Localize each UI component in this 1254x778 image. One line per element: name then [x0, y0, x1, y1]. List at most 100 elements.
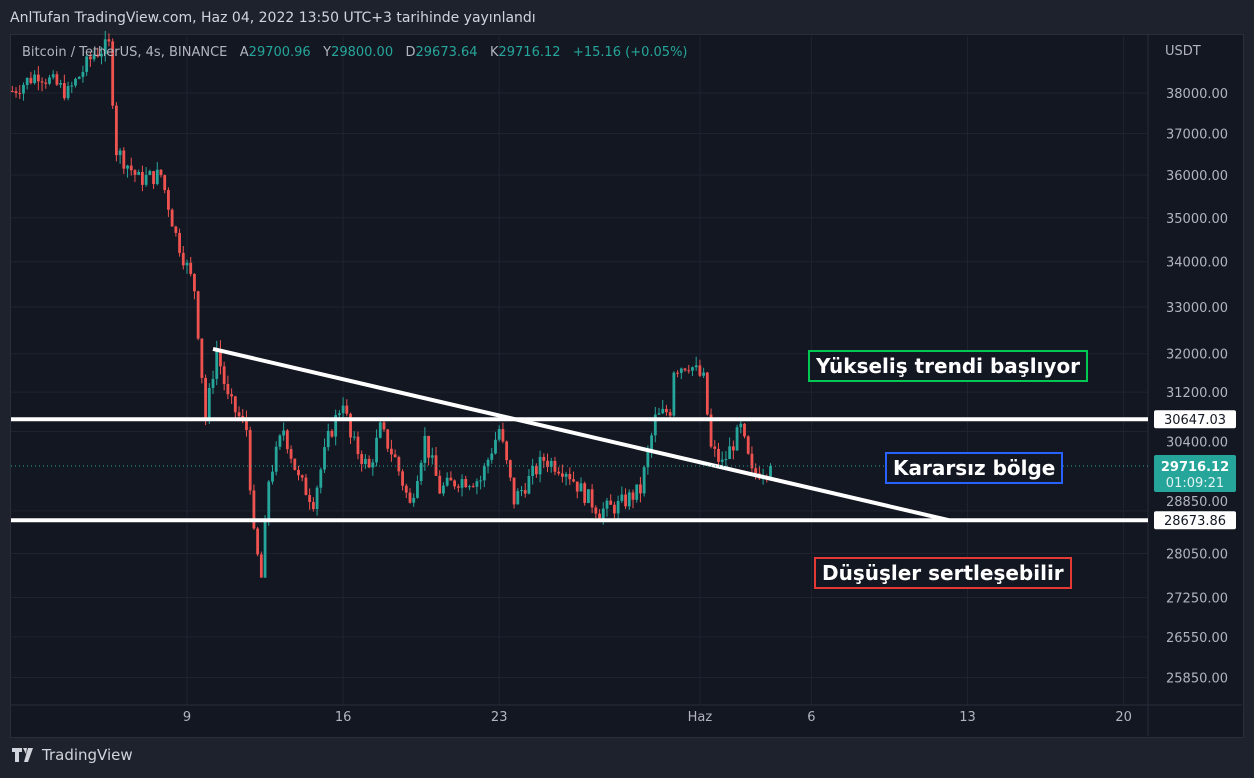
candle-body — [88, 56, 92, 60]
candle-body — [646, 450, 650, 468]
candle-body — [549, 460, 553, 467]
candle-body — [51, 74, 55, 78]
candle-body — [746, 436, 750, 454]
candle-body — [720, 459, 724, 462]
high-label: Y — [323, 45, 332, 60]
candle-body — [278, 435, 282, 447]
change-value: +15.16 (+0.05%) — [572, 45, 688, 60]
candle-body — [311, 502, 315, 510]
candle-body — [360, 454, 364, 465]
candle-body — [226, 383, 230, 395]
candle-body — [694, 365, 698, 368]
candle-body — [728, 446, 732, 460]
candle-body — [497, 429, 501, 440]
candle-body — [367, 458, 371, 468]
candle-body — [687, 370, 691, 372]
candle-body — [393, 454, 397, 458]
candle-body — [77, 76, 81, 79]
candle-body — [74, 78, 77, 86]
candle-body — [557, 471, 561, 474]
candle-body — [337, 413, 341, 416]
candle-body — [620, 494, 624, 501]
price-tick-label: 25850.00 — [1166, 671, 1228, 686]
publish-info: AnlTufan TradingView.com, Haz 04, 2022 1… — [10, 10, 536, 26]
candle-body — [572, 479, 575, 482]
candle-body — [293, 458, 297, 470]
candle-body — [267, 481, 271, 520]
candle-body — [152, 171, 155, 185]
annotation-range[interactable]: Kararsız bölge — [885, 452, 1064, 484]
candle-body — [769, 466, 772, 477]
candle-body — [683, 368, 687, 371]
candle-body — [189, 262, 193, 274]
candle-body — [144, 174, 148, 185]
candle-body — [427, 435, 430, 458]
candle-body — [575, 481, 579, 492]
tradingview-logo-icon — [12, 748, 33, 762]
candle-body — [560, 473, 564, 477]
time-tick-label: 6 — [807, 710, 815, 725]
price-tick-label: 28050.00 — [1166, 548, 1228, 563]
candle-body — [482, 466, 486, 481]
candle-body — [129, 165, 133, 171]
candle-body — [178, 232, 181, 253]
candle-body — [111, 41, 115, 106]
candle-body — [505, 441, 509, 461]
candle-body — [750, 453, 754, 469]
candle-body — [375, 437, 378, 463]
candle-body — [349, 413, 352, 438]
candle-body — [639, 484, 642, 494]
candle-body — [464, 479, 468, 488]
candle-body — [59, 83, 63, 85]
chart-frame[interactable] — [10, 34, 1244, 738]
candle-body — [468, 486, 471, 488]
price-tick-label: 27250.00 — [1166, 591, 1228, 606]
candle-body — [103, 39, 107, 54]
candle-body — [408, 492, 412, 503]
candle-body — [364, 458, 367, 465]
low-label: D — [405, 45, 416, 60]
tradingview-logo[interactable]: TradingView — [12, 746, 133, 764]
candle-body — [386, 429, 390, 449]
candle-body — [122, 150, 126, 169]
candle-body — [330, 430, 334, 437]
symbol-name[interactable]: Bitcoin / TetherUS, 4s, BINANCE — [22, 45, 228, 60]
candle-body — [512, 477, 516, 505]
candle-body — [371, 462, 375, 468]
candle-body — [233, 396, 237, 413]
low-value: 29673.64 — [415, 45, 478, 60]
price-tick-label: 34000.00 — [1166, 256, 1228, 271]
candle-body — [252, 490, 256, 529]
candle-body — [642, 467, 646, 494]
candle-body — [735, 427, 739, 451]
candle-body — [297, 469, 300, 476]
candle-body — [665, 408, 668, 413]
time-tick-label: Haz — [688, 710, 713, 725]
candle-body — [200, 338, 204, 378]
annotation-bearish[interactable]: Düşüşler sertleşebilir — [814, 557, 1072, 589]
price-tick-label: 37000.00 — [1166, 127, 1228, 142]
level-price-label: 28673.86 — [1164, 514, 1226, 529]
candle-body — [308, 495, 312, 503]
price-tick-label: 38000.00 — [1166, 87, 1228, 102]
candle-body — [583, 483, 587, 503]
candle-body — [62, 83, 66, 99]
candle-body — [423, 435, 427, 463]
candle-body — [137, 172, 141, 175]
high-value: 29800.00 — [331, 45, 394, 60]
annotation-bullish[interactable]: Yükseliş trendi başlıyor — [808, 350, 1089, 382]
candle-body — [167, 190, 170, 210]
candle-body — [170, 209, 174, 227]
candle-body — [460, 479, 464, 488]
candle-body — [315, 487, 319, 510]
candle-body — [356, 436, 360, 455]
candle-body — [613, 504, 616, 514]
time-tick-label: 23 — [491, 710, 508, 725]
candle-body — [594, 507, 598, 514]
candle-body — [100, 53, 103, 57]
candle-body — [114, 105, 118, 156]
candle-body — [185, 262, 189, 266]
footer-brand: TradingView — [42, 746, 133, 764]
candle-body — [282, 430, 286, 436]
